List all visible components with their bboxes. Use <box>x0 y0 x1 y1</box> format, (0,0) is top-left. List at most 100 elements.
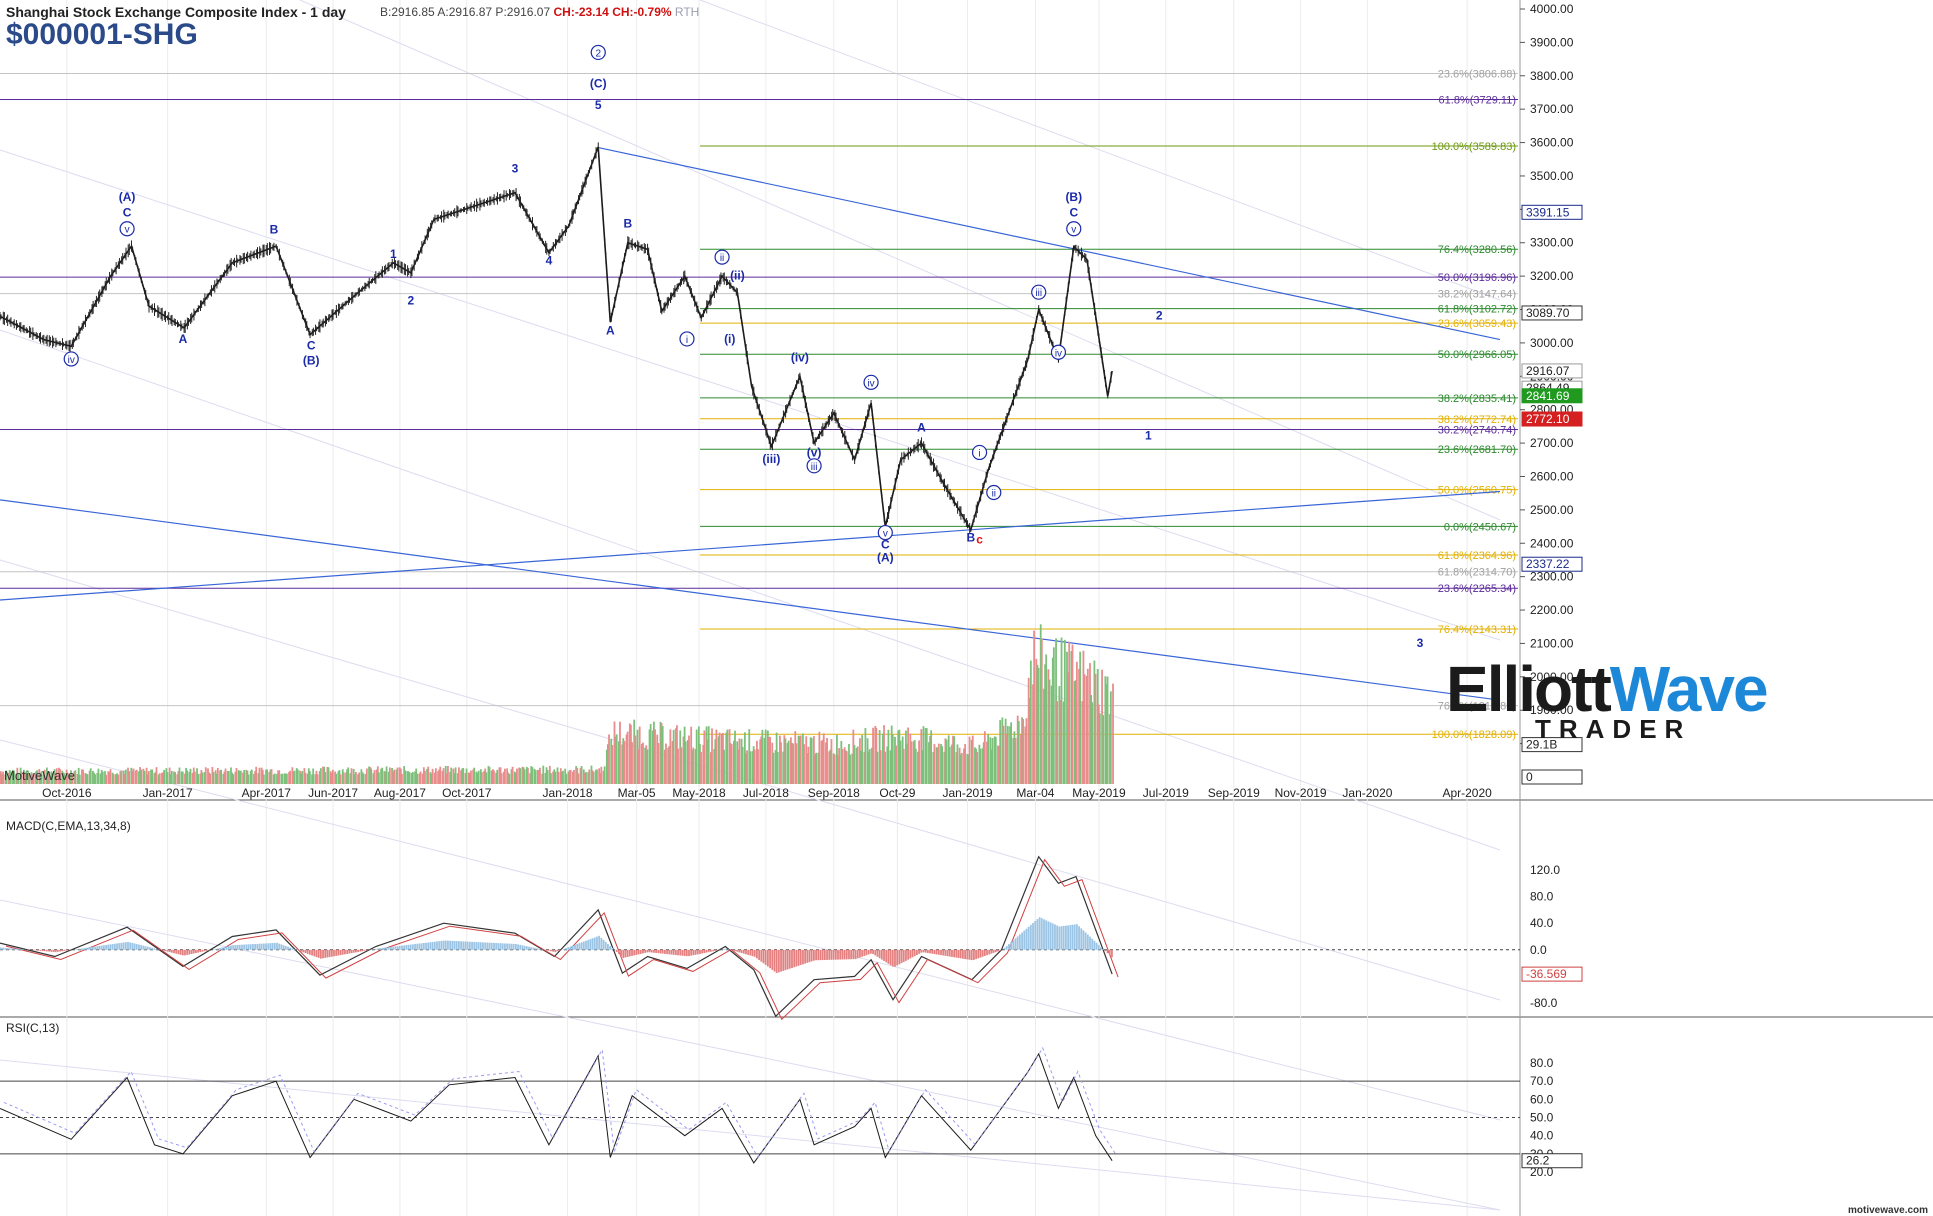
volume-bar <box>5 770 8 784</box>
volume-bar <box>1058 686 1061 784</box>
macd-histogram-bar <box>637 949 640 955</box>
volume-bar <box>48 771 51 784</box>
macd-histogram-bar <box>736 949 739 952</box>
volume-bar <box>539 767 541 784</box>
price-badge-label: 3391.15 <box>1526 205 1570 219</box>
volume-bar <box>1060 637 1063 784</box>
macd-histogram-bar <box>135 944 138 950</box>
volume-bar <box>565 773 568 784</box>
volume-bar <box>201 772 204 784</box>
volume-bar <box>427 766 430 784</box>
volume-bar <box>226 770 229 784</box>
macd-histogram-bar <box>607 943 609 950</box>
volume-bar <box>605 749 608 784</box>
time-axis[interactable]: Oct-2016 Jan-2017 Apr-2017 Jun-2017 Aug-2017… <box>42 786 1492 800</box>
macd-histogram-bar <box>815 949 817 961</box>
macd-histogram-bar <box>738 949 741 953</box>
volume-bar <box>1006 726 1009 784</box>
wave-label: 1 <box>1145 429 1152 443</box>
volume-bar <box>15 773 18 784</box>
macd-histogram-bar <box>981 949 984 957</box>
volume-bar <box>944 738 947 784</box>
volume-bar <box>1104 676 1107 784</box>
wave-label-circle <box>806 458 822 474</box>
volume-bar <box>537 770 540 784</box>
volume-bar <box>73 771 76 784</box>
wave-label-circle <box>1050 344 1067 360</box>
volume-bar <box>319 768 322 784</box>
price-tick-label: 2000.00 <box>1530 670 1574 684</box>
volume-bar <box>488 767 491 784</box>
fib-level-label: 38.2%(2835.41) <box>1438 393 1516 405</box>
fib-level-label: 61.8%(3102.72) <box>1438 304 1516 316</box>
volume-bar <box>852 729 855 784</box>
volume-bar <box>454 767 457 784</box>
macd-histogram-bar <box>153 948 156 950</box>
chart-title: Shanghai Stock Exchange Composite Index … <box>6 4 346 20</box>
volume-bar <box>191 772 194 784</box>
volume-bar <box>495 772 498 784</box>
macd-histogram-bar <box>1016 936 1019 950</box>
volume-bar <box>779 735 781 784</box>
volume-bar <box>407 771 410 784</box>
macd-histogram-bar <box>398 945 401 950</box>
volume-bar <box>189 768 192 784</box>
volume-bar <box>25 771 28 784</box>
volume-bar <box>50 771 53 784</box>
macd-histogram-bar <box>567 947 570 950</box>
volume-bar <box>764 729 767 784</box>
volume-bar <box>782 751 785 784</box>
macd-histogram-bar <box>962 949 964 959</box>
macd-histogram-bar <box>589 939 592 950</box>
fib-level-label: 23.6%(3806.88) <box>1438 68 1516 80</box>
wave-label: i <box>978 448 980 459</box>
volume-bar <box>477 770 480 784</box>
macd-histogram-bar <box>856 949 859 959</box>
volume-bar <box>341 769 344 784</box>
volume-bar <box>257 773 260 784</box>
macd-badge <box>1521 966 1583 982</box>
volume-bar <box>53 769 56 784</box>
volume-bar <box>805 736 808 784</box>
macd-histogram-bar <box>745 949 747 955</box>
fib-level-label: 100.0%(3589.83) <box>1432 141 1516 153</box>
macd-histogram-bar <box>751 949 754 957</box>
macd-histogram-bar <box>552 949 555 952</box>
macd-histogram-bar <box>493 942 495 950</box>
fib-level-label: 50.0%(2966.05) <box>1438 349 1516 361</box>
volume-bar <box>917 751 919 784</box>
volume-bar <box>1055 638 1057 784</box>
volume-bar <box>1043 688 1045 784</box>
volume-bar <box>797 735 800 784</box>
volume-bar <box>449 771 452 784</box>
volume-bar <box>9 771 12 784</box>
volume-bar <box>1039 624 1042 784</box>
wave-label-circle <box>63 351 79 367</box>
macd-histogram-bar <box>580 942 583 950</box>
price-axis[interactable]: 1800.001900.002000.002100.002200.002300.… <box>1520 2 1583 785</box>
time-tick-label: Jan-2018 <box>543 786 593 800</box>
volume-bar <box>212 771 215 784</box>
volume-bar <box>269 769 272 784</box>
volume-bar <box>109 769 112 784</box>
macd-histogram-bar <box>891 949 894 967</box>
volume-bar <box>55 768 58 784</box>
macd-histogram-bar <box>278 943 281 950</box>
price-badge <box>1521 305 1583 321</box>
macd-histogram-bar <box>355 949 357 953</box>
volume-bar <box>740 738 743 784</box>
macd-histogram-bar <box>291 948 294 950</box>
macd-histogram-bar <box>271 943 274 950</box>
volume-bar <box>668 745 671 784</box>
volume-bar <box>1071 644 1074 784</box>
volume-bar <box>633 719 636 784</box>
macd-histogram-bar <box>313 949 316 957</box>
volume-bar <box>654 729 656 784</box>
macd-histogram-bar <box>951 949 953 957</box>
volume-bar <box>277 770 280 784</box>
volume-bar <box>396 767 399 784</box>
macd-histogram-bar <box>688 949 690 957</box>
macd-histogram-bar <box>317 949 320 958</box>
volume-bar <box>651 730 654 784</box>
wave-label: 1 <box>390 247 397 261</box>
